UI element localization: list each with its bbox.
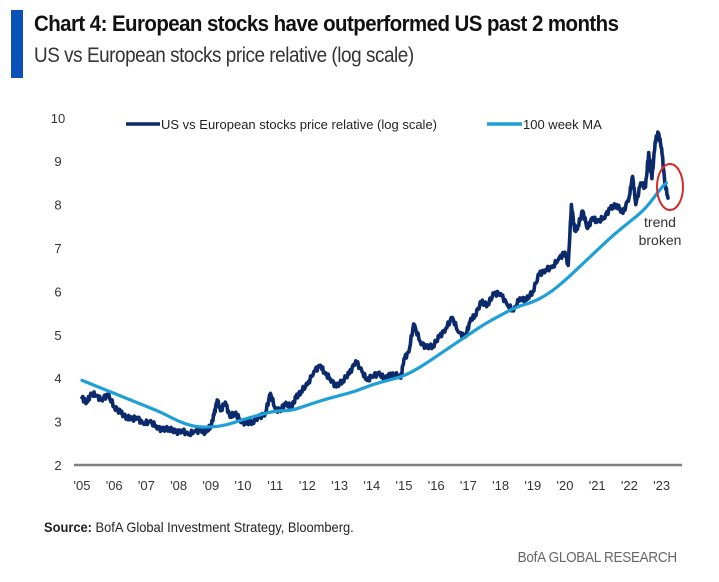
source-label: Source: (44, 519, 92, 535)
annotation-line-1: trend (644, 214, 676, 230)
y-tick-label: 10 (51, 111, 65, 126)
chart-subtitle: US vs European stocks price relative (lo… (34, 44, 414, 67)
x-tick-label: '09 (202, 478, 219, 493)
trend-broken-annotation: trend broken (639, 163, 684, 248)
x-tick-label: '23 (653, 478, 670, 493)
series-100wk-ma-line (80, 181, 669, 429)
legend-label-100wk-ma: 100 week MA (523, 117, 602, 132)
series-layer (80, 130, 670, 438)
x-tick-label: '12 (299, 478, 316, 493)
y-tick-label: 3 (54, 415, 61, 430)
x-axis: '05 '06 '07 '08 '09 '10 '11 '12 '13 '14 '15 '16 '17 '… (74, 478, 671, 493)
x-tick-label: '21 (589, 478, 606, 493)
y-tick-label: 6 (54, 284, 61, 299)
x-tick-label: '19 (524, 478, 541, 493)
x-tick-label: '16 (428, 478, 445, 493)
x-tick-label: '17 (460, 478, 477, 493)
y-tick-label: 2 (54, 458, 61, 473)
y-tick-label: 8 (54, 198, 61, 213)
y-tick-label: 9 (54, 154, 61, 169)
x-tick-label: '05 (74, 478, 91, 493)
source-text: BofA Global Investment Strategy, Bloombe… (91, 519, 354, 535)
annotation-line-2: broken (639, 232, 682, 248)
annotation-ellipse (656, 163, 684, 211)
x-tick-label: '06 (106, 478, 123, 493)
x-tick-label: '11 (267, 478, 283, 493)
y-tick-label: 4 (54, 371, 61, 386)
legend-label-us-vs-europe: US vs European stocks price relative (lo… (161, 117, 437, 132)
accent-bar (11, 10, 23, 78)
brand-footer: BofA GLOBAL RESEARCH (517, 549, 677, 566)
y-tick-label: 5 (54, 328, 61, 343)
x-tick-label: '07 (138, 478, 155, 493)
x-tick-label: '22 (621, 478, 638, 493)
x-tick-label: '18 (492, 478, 509, 493)
source-note: Source: BofA Global Investment Strategy,… (44, 519, 354, 535)
x-tick-label: '15 (396, 478, 413, 493)
x-tick-label: '20 (557, 478, 574, 493)
y-tick-label: 7 (54, 241, 61, 256)
chart-title: Chart 4: European stocks have outperform… (34, 11, 619, 36)
x-tick-label: '08 (170, 478, 187, 493)
y-axis: 2 3 4 5 6 7 8 9 10 (51, 111, 65, 473)
legend: US vs European stocks price relative (lo… (126, 117, 602, 132)
x-tick-label: '13 (331, 478, 348, 493)
x-tick-label: '14 (363, 478, 380, 493)
x-tick-label: '10 (235, 478, 252, 493)
series-us-vs-europe-line (80, 130, 670, 438)
